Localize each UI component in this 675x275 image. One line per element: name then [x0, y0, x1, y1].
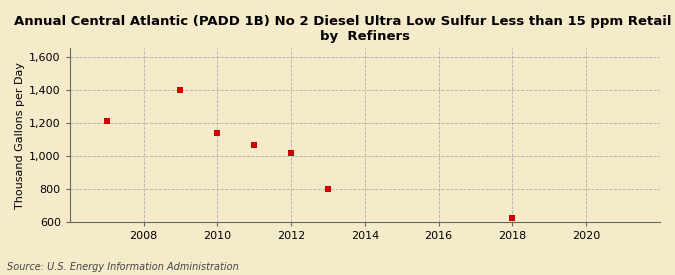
Title: Annual Central Atlantic (PADD 1B) No 2 Diesel Ultra Low Sulfur Less than 15 ppm : Annual Central Atlantic (PADD 1B) No 2 D…: [14, 15, 675, 43]
Point: [212, 130, 223, 135]
Point: [175, 87, 186, 92]
Y-axis label: Thousand Gallons per Day: Thousand Gallons per Day: [15, 62, 25, 208]
Point: [507, 215, 518, 220]
Text: Source: U.S. Energy Information Administration: Source: U.S. Energy Information Administ…: [7, 262, 238, 272]
Point: [286, 151, 296, 155]
Point: [101, 119, 112, 123]
Point: [249, 143, 260, 147]
Point: [323, 186, 333, 191]
